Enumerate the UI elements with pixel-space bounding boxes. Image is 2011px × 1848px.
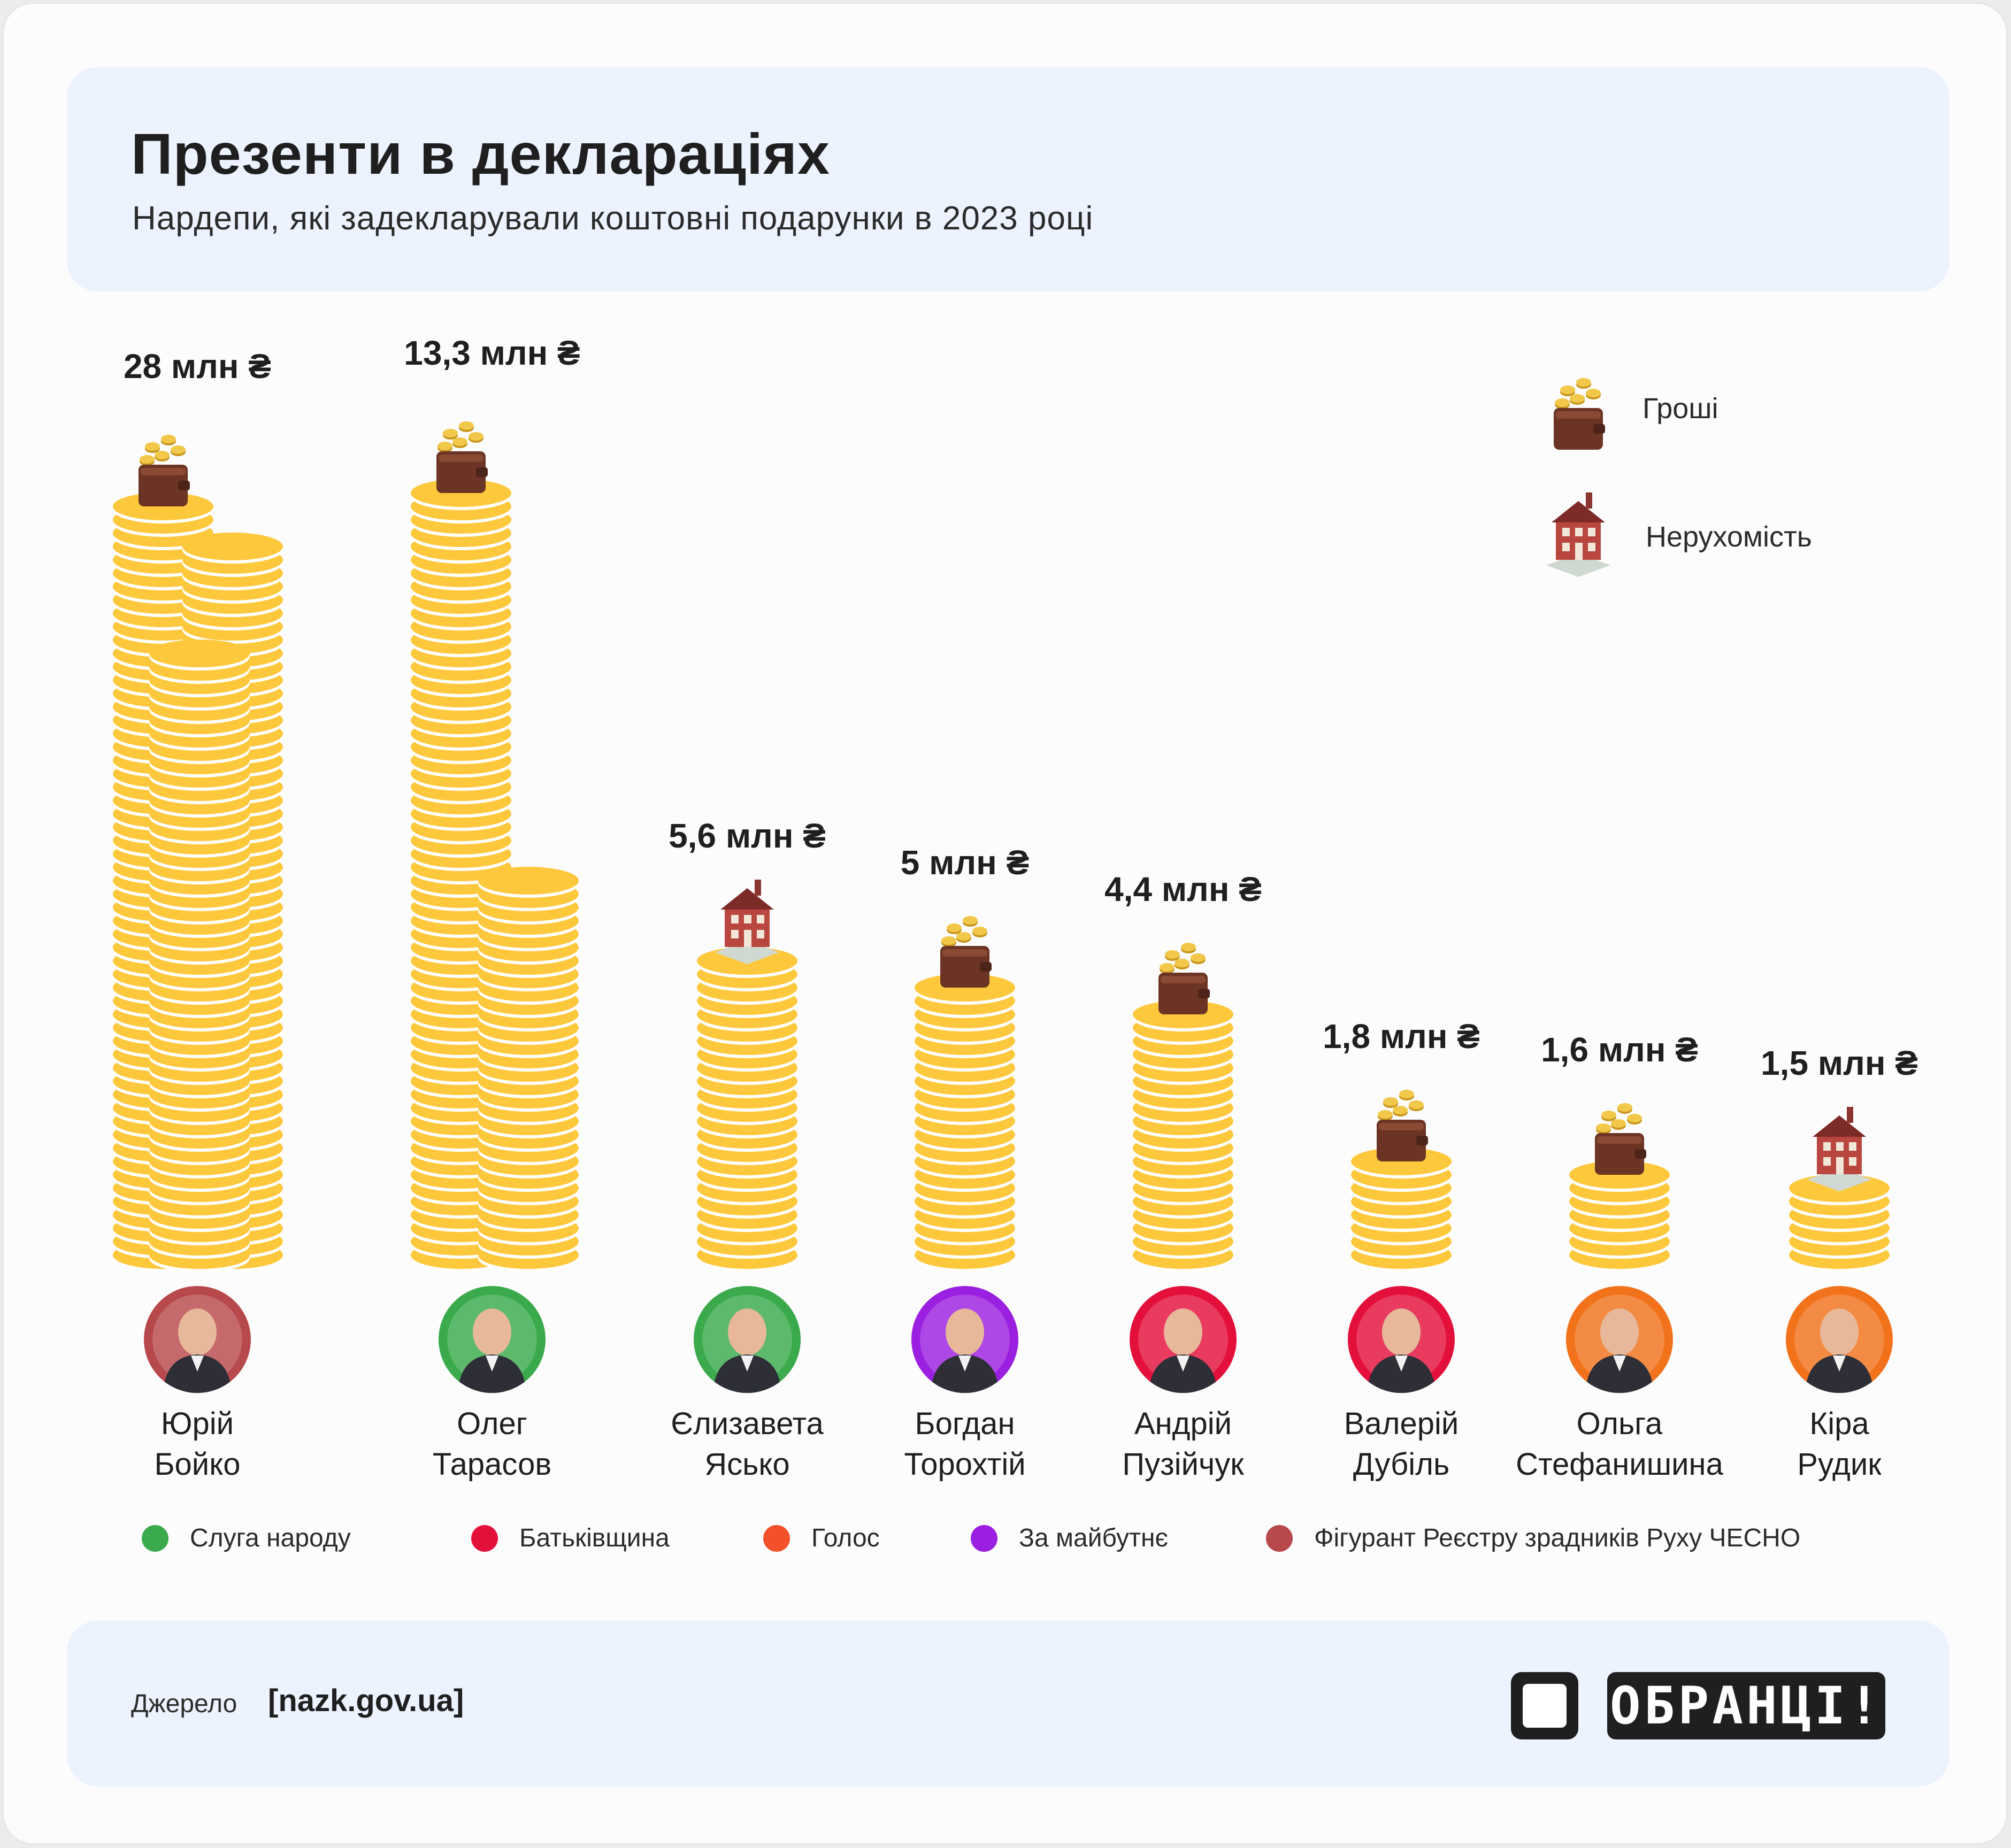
person-silhouette-icon [152, 1295, 242, 1393]
avatar [1130, 1286, 1237, 1393]
avatar [911, 1286, 1018, 1393]
person-silhouette-icon [702, 1295, 792, 1393]
bar-1 [113, 492, 283, 1272]
last-name: Рудик [1797, 1447, 1882, 1482]
legend-realty-label: Нерухомість [1646, 521, 1812, 553]
bar-2 [411, 479, 579, 1272]
bar-8 [1789, 1174, 1890, 1272]
legend-label: Батьківщина [519, 1524, 670, 1552]
person-name: Андрій Пузійчук [1065, 1404, 1301, 1485]
value-label-3: 5,6 млн ₴ [669, 817, 826, 855]
legend-wallet-coins-icon [1554, 378, 1605, 450]
last-name: Дубіль [1353, 1447, 1450, 1482]
wallet-coins-icon [1595, 1103, 1646, 1175]
last-name: Стефанишина [1516, 1447, 1723, 1482]
first-name: Юрій [160, 1406, 234, 1441]
wallet-coins-icon [1158, 943, 1210, 1014]
legend-item-maibutnie: За майбутнє [971, 1523, 1168, 1553]
avatar [1786, 1286, 1893, 1393]
value-label-8: 1,5 млн ₴ [1761, 1044, 1918, 1082]
page-subtitle: Нардепи, які задекларували коштовні пода… [132, 200, 1094, 237]
legend-money-label: Гроші [1642, 392, 1718, 425]
house-icon [715, 880, 779, 964]
logo-square-icon [1511, 1672, 1578, 1739]
bar-3 [697, 947, 797, 1272]
bar-5 [1133, 1000, 1233, 1272]
person-name: Олег Тарасов [374, 1404, 610, 1485]
avatar [439, 1286, 546, 1393]
person-name: Юрій Бойко [80, 1404, 315, 1485]
avatar [1348, 1286, 1455, 1393]
last-name: Торохтій [904, 1447, 1026, 1482]
legend-item-sluha: Слуга народу [142, 1523, 351, 1553]
person-name: Кіра Рудик [1722, 1404, 1957, 1485]
avatar [1566, 1286, 1673, 1393]
bar-6 [1351, 1148, 1452, 1272]
last-name: Бойко [154, 1447, 241, 1482]
party-legend: Слуга народу Батьківщина Голос За майбутнє Ф… [4, 1523, 1983, 1566]
house-icon [1807, 1107, 1871, 1191]
legend-label: Фігурант Реєстру зрадників Руху ЧЕСНО [1314, 1524, 1801, 1552]
person-name: Єлизавета Ясько [630, 1404, 865, 1485]
person-silhouette-icon [447, 1295, 537, 1393]
avatar [694, 1286, 801, 1393]
legend-label: Слуга народу [190, 1524, 351, 1552]
person-silhouette-icon [920, 1295, 1010, 1393]
first-name: Єлизавета [671, 1406, 824, 1441]
last-name: Пузійчук [1122, 1447, 1244, 1482]
avatar [144, 1286, 251, 1393]
first-name: Кіра [1809, 1406, 1869, 1441]
value-label-2: 13,3 млн ₴ [404, 334, 580, 372]
coin-stacks [113, 479, 1890, 1272]
legend-dot [142, 1524, 168, 1552]
legend-dot [1266, 1524, 1293, 1552]
header-panel: Презенти в деклараціях Нардепи, які заде… [67, 67, 1949, 291]
value-label-6: 1,8 млн ₴ [1323, 1017, 1480, 1056]
legend-item-batkivshchyna: Батьківщина [471, 1523, 670, 1553]
bar-7 [1569, 1161, 1670, 1272]
bar-4 [915, 974, 1015, 1272]
first-name: Ольга [1576, 1406, 1663, 1441]
value-label-4: 5 млн ₴ [901, 843, 1030, 882]
last-name: Тарасов [432, 1447, 552, 1482]
legend-item-chesno: Фігурант Реєстру зрадників Руху ЧЕСНО [1266, 1523, 1800, 1553]
wallet-coins-icon [1377, 1090, 1428, 1161]
legend-dot [763, 1524, 790, 1552]
legend-dot [971, 1524, 997, 1552]
legend-dot [471, 1524, 498, 1552]
value-label-1: 28 млн ₴ [124, 347, 271, 386]
person-silhouette-icon [1575, 1295, 1664, 1393]
person-silhouette-icon [1138, 1295, 1228, 1393]
last-name: Ясько [704, 1447, 790, 1482]
person-silhouette-icon [1794, 1295, 1884, 1393]
footer-panel: Джерело [nazk.gov.ua] ОБРАНЦІ! [67, 1621, 1949, 1787]
brand-logo: ОБРАНЦІ! [1607, 1672, 1885, 1739]
first-name: Андрій [1134, 1406, 1232, 1441]
wallet-coins-icon [436, 421, 488, 493]
first-name: Богдан [915, 1406, 1015, 1441]
person-name: Богдан Торохтій [847, 1404, 1083, 1485]
value-label-7: 1,6 млн ₴ [1541, 1030, 1698, 1069]
legend-item-holos: Голос [763, 1523, 880, 1553]
first-name: Олег [457, 1406, 527, 1441]
person-name: Валерій Дубіль [1284, 1404, 1519, 1485]
source-label: Джерело [131, 1690, 237, 1718]
wallet-coins-icon [940, 916, 992, 988]
page-title: Презенти в деклараціях [131, 121, 831, 186]
legend-house-icon [1546, 492, 1610, 577]
value-label-5: 4,4 млн ₴ [1104, 870, 1262, 908]
person-silhouette-icon [1356, 1295, 1446, 1393]
legend-label: За майбутнє [1019, 1524, 1168, 1552]
source-link[interactable]: [nazk.gov.ua] [268, 1683, 464, 1718]
coin-chart: 28 млн ₴ 13,3 млн ₴ 5,6 млн ₴ 5 млн ₴ 4,4 мл… [113, 334, 1918, 1272]
legend-label: Голос [811, 1524, 880, 1552]
person-name: Ольга Стефанишина [1502, 1404, 1737, 1485]
first-name: Валерій [1344, 1406, 1459, 1441]
wallet-coins-icon [139, 435, 190, 506]
